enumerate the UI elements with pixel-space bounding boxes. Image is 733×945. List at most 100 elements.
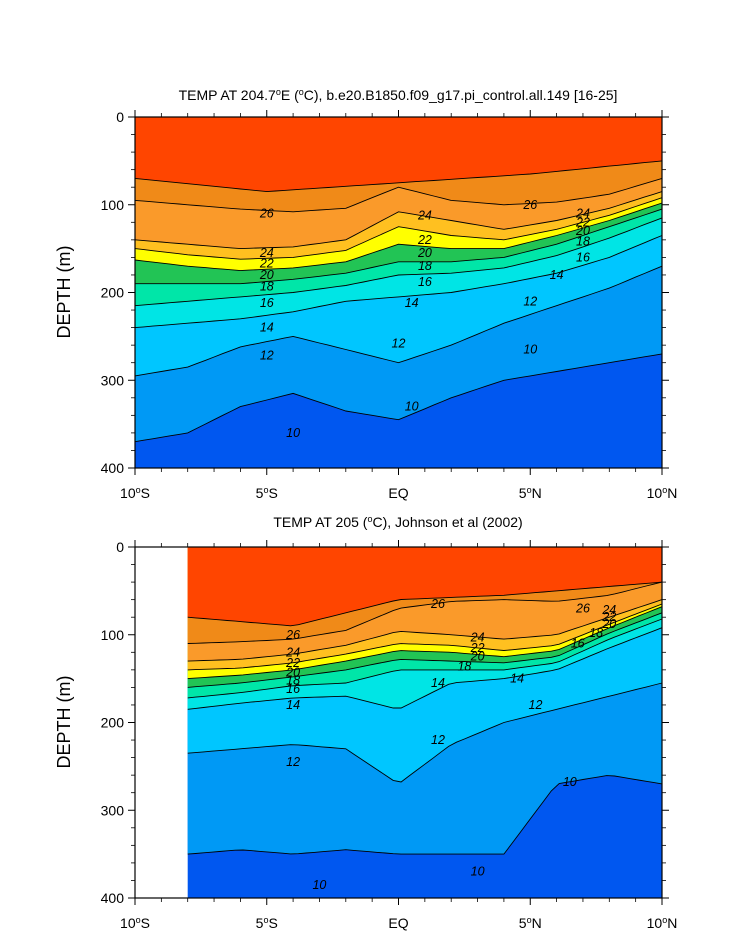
y-tick-label: 400	[101, 890, 125, 906]
isotherm-10	[134, 353, 663, 443]
y-tick-label: 100	[101, 627, 125, 643]
contour-label: 24	[575, 207, 590, 221]
isotherm-28	[134, 160, 663, 193]
isotherm-16	[187, 618, 663, 699]
isotherm-26	[134, 177, 663, 213]
y-tick-label: 200	[101, 285, 125, 301]
contour-label: 12	[286, 755, 300, 769]
y-tick-label: 400	[101, 460, 125, 476]
contour-label: 14	[405, 296, 419, 310]
contour-label: 10	[405, 400, 419, 414]
x-tick-label: EQ	[388, 915, 408, 931]
contour-label: 12	[523, 294, 537, 308]
x-tick-label: 5oS	[256, 915, 278, 931]
contour-label: 12	[260, 349, 274, 363]
contour-label: 26	[430, 597, 445, 611]
x-tick-label: 10oN	[647, 915, 678, 931]
contour-label: 16	[260, 296, 274, 310]
contour-label: 18	[457, 659, 471, 673]
contour-fills	[187, 547, 662, 898]
contour-label: 14	[510, 672, 524, 686]
contour-label: 24	[470, 630, 485, 644]
contour-label: 10	[471, 865, 485, 879]
contour-label: 22	[285, 656, 300, 670]
isotherm-18	[135, 208, 663, 285]
contour-label: 20	[601, 617, 616, 631]
isotherm-20	[134, 202, 663, 272]
contour-label: 26	[575, 601, 590, 615]
x-tick-label: 10oS	[120, 485, 150, 501]
x-axis: 10oS 5oS EQ 5oN 10oN	[120, 540, 677, 931]
contour-label: 18	[418, 259, 432, 273]
contour-label: 14	[260, 321, 274, 335]
contour-label: 24	[285, 645, 300, 659]
contour-fills	[135, 117, 662, 468]
contour-label: 24	[601, 603, 616, 617]
isotherm-lines	[187, 581, 663, 855]
isotherm-24	[187, 599, 663, 662]
x-axis: 10oS 5oS EQ 5oN 10oN	[120, 110, 677, 501]
contour-label: 20	[259, 268, 274, 282]
y-tick-label: 200	[101, 715, 125, 731]
isotherm-lines	[134, 160, 663, 443]
isotherm-labels: 26 26262424242222222020201818181614161414…	[285, 597, 616, 892]
contour-label: 20	[575, 224, 590, 238]
x-tick-label: 10oN	[647, 485, 678, 501]
isotherm-10	[187, 775, 663, 855]
isotherm-22	[187, 603, 663, 671]
contour-label: 18	[286, 673, 300, 687]
contour-label: 10	[523, 343, 537, 357]
isotherm-26	[187, 581, 663, 644]
y-axis: 0 100 200 300 400	[101, 109, 669, 476]
contour-label: 10	[312, 878, 326, 892]
contour-label: 24	[259, 246, 274, 260]
contour-label: 22	[470, 641, 485, 655]
panel-title: TEMP AT 204.7oE (oC), b.e20.B1850.f09_g1…	[179, 87, 618, 103]
contour-label: 22	[601, 610, 616, 624]
x-tick-label: EQ	[388, 485, 408, 501]
contour-label: 12	[392, 336, 406, 350]
isotherm-14	[134, 235, 663, 329]
band-above-28	[187, 547, 662, 626]
isotherm-18	[187, 612, 663, 688]
y-axis-label: DEPTH (m)	[54, 246, 74, 339]
contour-label: 18	[260, 279, 274, 293]
contour-label: 12	[529, 698, 543, 712]
contour-label: 22	[417, 233, 432, 247]
isotherm-24	[134, 191, 663, 250]
contour-label: 10	[563, 775, 577, 789]
contour-label: 16	[571, 637, 585, 651]
isotherm-22	[134, 197, 663, 260]
band-above-28	[135, 117, 662, 192]
contour-label: 18	[576, 235, 590, 249]
contour-label: 16	[286, 682, 300, 696]
isotherm-12	[134, 265, 663, 377]
contour-label: 22	[259, 257, 274, 271]
contour-label: 20	[417, 246, 432, 260]
contour-label: 26	[259, 207, 274, 221]
isotherm-12	[187, 682, 663, 783]
contour-label: 22	[575, 215, 590, 229]
y-tick-label: 300	[101, 802, 125, 818]
contour-label: 14	[431, 676, 445, 690]
isotherm-14	[187, 627, 663, 710]
x-tick-label: 10oS	[120, 915, 150, 931]
lower-panel: TEMP AT 205 (oC), Johnson et al (2002) D…	[54, 514, 677, 931]
contour-label: 12	[431, 733, 445, 747]
contour-label: 14	[286, 698, 300, 712]
x-tick-label: 5oN	[519, 485, 542, 501]
contour-label: 20	[285, 666, 300, 680]
y-axis-label: DEPTH (m)	[54, 676, 74, 769]
y-tick-label: 300	[101, 372, 125, 388]
panel-title: TEMP AT 205 (oC), Johnson et al (2002)	[273, 514, 522, 530]
contour-label: 18	[589, 626, 603, 640]
contour-label: 14	[550, 268, 564, 282]
x-tick-label: 5oS	[256, 485, 278, 501]
contour-label: 26	[522, 198, 537, 212]
contour-label: 16	[418, 275, 432, 289]
contour-label: 10	[286, 426, 300, 440]
contour-label: 26	[285, 628, 300, 642]
upper-panel: TEMP AT 204.7oE (oC), b.e20.B1850.f09_g1…	[54, 87, 677, 501]
contour-label: 24	[417, 208, 432, 222]
